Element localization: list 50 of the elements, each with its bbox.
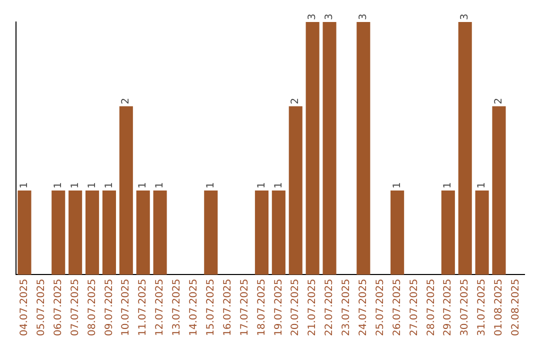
x-tick-label: 08.07.2025 <box>86 278 98 336</box>
x-tick-label: 14.07.2025 <box>188 278 200 336</box>
x-tick-label: 28.07.2025 <box>426 278 437 336</box>
x-tick-label: 01.08.2025 <box>494 278 505 336</box>
x-tick-label: 31.07.2025 <box>476 278 488 336</box>
data-label: 2 <box>494 98 505 104</box>
x-tick-label: 21.07.2025 <box>307 278 318 336</box>
data-label: 1 <box>392 182 403 188</box>
data-label: 3 <box>307 14 318 20</box>
x-tick-label: 05.07.2025 <box>36 278 48 336</box>
x-tick-label: 30.07.2025 <box>460 278 471 336</box>
x-tick-label: 25.07.2025 <box>374 278 386 336</box>
x-tick-label: 17.07.2025 <box>239 278 250 336</box>
x-tick-label: 27.07.2025 <box>408 278 420 336</box>
data-label: 1 <box>442 182 454 188</box>
data-label: 1 <box>256 182 268 188</box>
x-tick-label: 29.07.2025 <box>442 278 454 336</box>
x-tick-label: 15.07.2025 <box>205 278 216 336</box>
x-tick-label: 07.07.2025 <box>70 278 81 336</box>
data-label: 1 <box>52 182 64 188</box>
data-label: 3 <box>324 14 336 20</box>
x-tick-label: 11.07.2025 <box>138 278 149 336</box>
x-tick-label: 09.07.2025 <box>104 278 115 336</box>
x-tick-label: 19.07.2025 <box>273 278 284 336</box>
data-label: 1 <box>273 182 284 188</box>
x-tick-label: 10.07.2025 <box>120 278 132 336</box>
data-label: 1 <box>86 182 98 188</box>
x-tick-label: 26.07.2025 <box>392 278 403 336</box>
data-label: 1 <box>154 182 166 188</box>
data-label: 1 <box>138 182 149 188</box>
data-label: 1 <box>205 182 216 188</box>
x-tick-label: 22.07.2025 <box>324 278 336 336</box>
x-tick-label: 06.07.2025 <box>52 278 64 336</box>
data-label: 1 <box>19 182 30 188</box>
x-tick-label: 04.07.2025 <box>19 278 30 336</box>
x-tick-label: 18.07.2025 <box>256 278 268 336</box>
x-tick-label: 23.07.2025 <box>341 278 352 336</box>
data-label: 3 <box>358 14 370 20</box>
data-label: 1 <box>476 182 488 188</box>
x-tick-label: 02.08.2025 <box>510 278 522 336</box>
data-label: 1 <box>104 182 115 188</box>
data-label: 2 <box>290 98 302 104</box>
x-tick-label: 16.07.2025 <box>222 278 234 336</box>
x-tick-label: 20.07.2025 <box>290 278 302 336</box>
x-tick-label: 24.07.2025 <box>358 278 370 336</box>
x-tick-label: 12.07.2025 <box>154 278 166 336</box>
data-label: 3 <box>460 14 471 20</box>
data-label: 2 <box>120 98 132 104</box>
data-label: 1 <box>70 182 81 188</box>
x-tick-label: 13.07.2025 <box>172 278 183 336</box>
